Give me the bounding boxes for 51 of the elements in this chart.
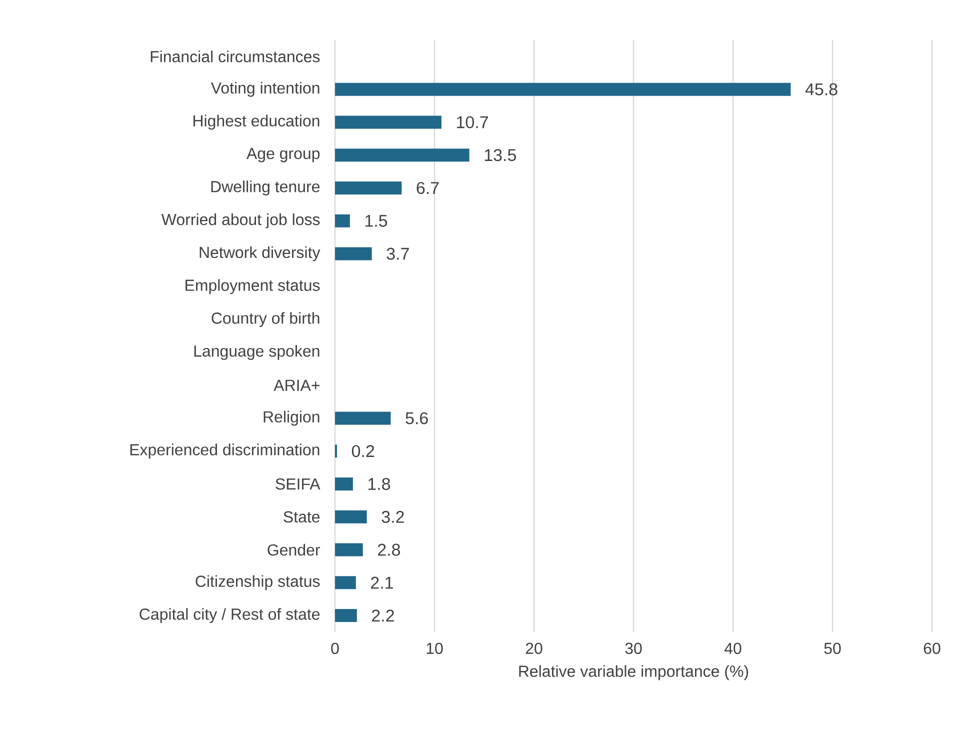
x-tick-label: 0	[331, 642, 339, 654]
y-tick-label: Country of birth	[212, 312, 320, 328]
bar	[335, 477, 353, 490]
bar	[335, 182, 402, 194]
x-tick-label: 50	[824, 642, 841, 654]
data-label: 10.7	[457, 116, 488, 128]
y-tick-label: Highest education	[194, 114, 320, 130]
x-tick-label: 20	[526, 642, 542, 654]
data-label: 3.2	[382, 510, 404, 523]
y-tick-label: Financial circumstances	[150, 50, 320, 62]
data-label: 0.2	[352, 445, 374, 458]
data-label: 45.8	[805, 83, 838, 96]
data-label: 3.7	[386, 248, 409, 260]
x-axis-title: Relative variable importance (%)	[519, 665, 748, 680]
bar	[335, 116, 442, 129]
x-tick-label: 10	[426, 642, 443, 654]
y-tick-label: Gender	[268, 544, 320, 556]
bar	[335, 148, 470, 162]
data-label: 2.8	[378, 544, 400, 556]
y-tick-label: State	[284, 511, 320, 523]
data-label: 2.2	[372, 610, 394, 622]
y-tick-label: Citizenship status	[196, 575, 320, 590]
y-tick-label: Voting intention	[210, 82, 320, 97]
bar	[335, 412, 391, 425]
data-label: 13.5	[484, 149, 516, 162]
bar	[335, 82, 791, 96]
x-tick-label: 60	[924, 642, 940, 654]
y-tick-label: Experienced discrimination	[130, 444, 320, 459]
y-tick-label: Worried about job loss	[161, 213, 320, 228]
y-tick-label: Dwelling tenure	[211, 180, 320, 196]
y-tick-label: ARIA+	[274, 380, 320, 391]
data-label: 1.5	[365, 214, 388, 227]
bar	[335, 247, 372, 260]
x-tick-label: 30	[625, 642, 642, 654]
data-label: 2.1	[371, 576, 393, 589]
y-tick-label: SEIFA	[276, 478, 320, 490]
bar	[335, 609, 357, 622]
bar	[335, 576, 356, 590]
x-tick-label: 40	[724, 642, 742, 654]
bar	[335, 543, 363, 556]
bar	[335, 214, 350, 228]
y-tick-label: Age group	[246, 148, 320, 162]
bar	[335, 510, 367, 524]
y-tick-label: Network diversity	[200, 246, 320, 262]
data-label: 1.8	[368, 478, 390, 490]
y-tick-label: Language spoken	[194, 344, 320, 360]
y-tick-label: Capital city / Rest of state	[140, 608, 320, 624]
y-tick-label: Employment status	[186, 279, 320, 294]
data-label: 6.7	[416, 182, 439, 194]
y-tick-label: Religion	[264, 410, 320, 426]
data-label: 5.6	[406, 412, 428, 424]
